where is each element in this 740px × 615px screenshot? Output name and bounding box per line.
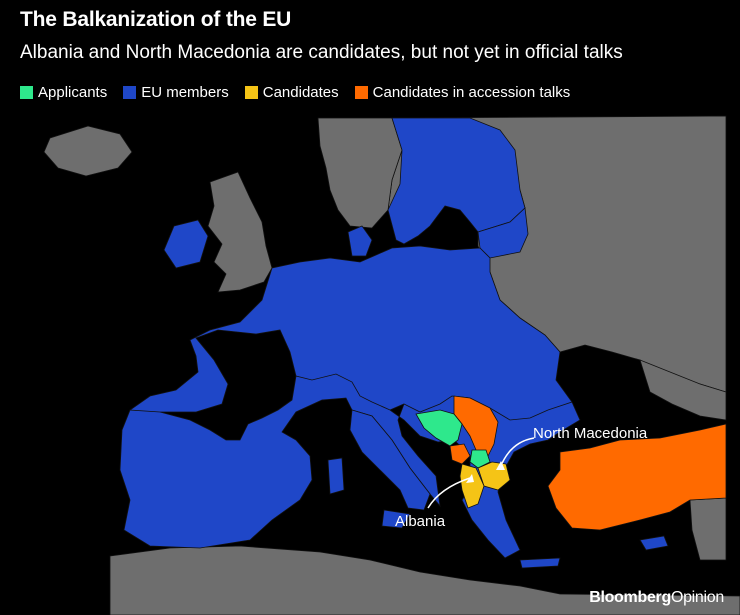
legend-item-accession-talks: Candidates in accession talks xyxy=(354,84,571,101)
region-sardinia xyxy=(327,457,345,495)
region-turkey xyxy=(547,423,727,531)
region-north-africa xyxy=(109,545,740,615)
logo-brand: Bloomberg xyxy=(589,589,671,606)
region-montenegro xyxy=(449,443,471,465)
bloomberg-opinion-logo: BloombergOpinion xyxy=(589,589,724,607)
legend-label-applicants: Applicants xyxy=(38,84,108,101)
region-sicily xyxy=(381,509,411,529)
region-denmark xyxy=(347,225,373,257)
legend: Applicants EU members Candidates Candida… xyxy=(20,84,570,101)
legend-swatch-applicants xyxy=(20,86,33,99)
chart-subtitle: Albania and North Macedonia are candidat… xyxy=(20,42,623,63)
legend-swatch-eu-members xyxy=(123,86,137,99)
legend-label-accession-talks: Candidates in accession talks xyxy=(372,84,571,101)
region-crete xyxy=(519,557,561,569)
region-cyprus xyxy=(639,535,669,551)
region-levant xyxy=(689,497,727,561)
region-united-kingdom xyxy=(207,171,273,293)
region-iceland xyxy=(43,125,133,177)
region-sweden-finland xyxy=(387,117,526,245)
region-bosnia xyxy=(415,409,463,447)
region-italy xyxy=(349,409,431,511)
legend-label-eu-members: EU members xyxy=(141,84,229,101)
legend-item-applicants: Applicants xyxy=(20,84,107,101)
region-albania xyxy=(459,463,485,509)
legend-swatch-accession-talks xyxy=(354,86,368,99)
albania-callout-arrow xyxy=(427,477,471,509)
albania-label: Albania xyxy=(395,513,446,530)
north-macedonia-label: North Macedonia xyxy=(533,425,648,442)
legend-item-eu-members: EU members xyxy=(123,84,229,101)
north-macedonia-arrowhead xyxy=(496,461,505,470)
region-ireland xyxy=(163,219,209,269)
legend-item-candidates: Candidates xyxy=(244,84,339,101)
albania-arrowhead xyxy=(466,474,474,483)
legend-swatch-candidates xyxy=(244,86,258,99)
chart-title: The Balkanization of the EU xyxy=(20,8,292,31)
region-caucasus xyxy=(639,359,727,421)
logo-suffix: Opinion xyxy=(670,589,724,606)
legend-label-candidates: Candidates xyxy=(262,84,339,101)
